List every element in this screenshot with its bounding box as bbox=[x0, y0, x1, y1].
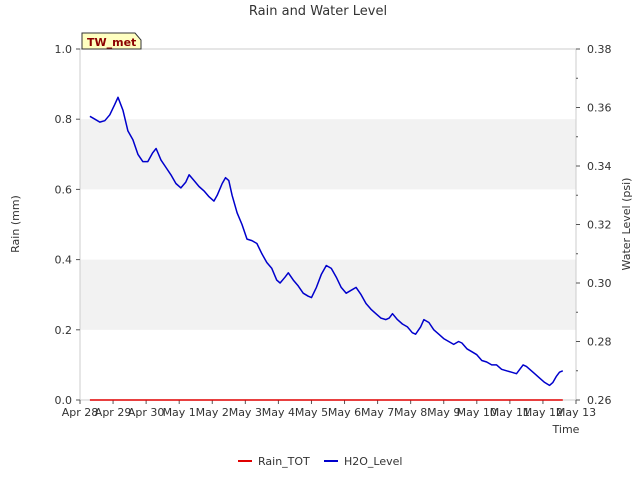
x-tick-label: Apr 30 bbox=[128, 406, 165, 419]
chart-title: Rain and Water Level bbox=[249, 4, 387, 19]
x-tick-label: May 9 bbox=[427, 406, 460, 419]
y-right-tick-label: 0.32 bbox=[587, 219, 612, 232]
shaded-bands bbox=[80, 119, 576, 330]
y-left-tick-label: 0.6 bbox=[55, 183, 73, 196]
x-tick-label: May 8 bbox=[394, 406, 427, 419]
shaded-band-1 bbox=[80, 119, 576, 190]
y-right-tick-label: 0.38 bbox=[587, 43, 612, 56]
y-axis-right: 0.26 0.28 0.30 0.32 0.34 0.36 0.38 bbox=[576, 43, 612, 407]
legend: Rain_TOT H2O_Level bbox=[238, 455, 402, 468]
y-axis-right-label: Water Level (psi) bbox=[620, 178, 633, 271]
y-axis-left: 0.0 0.2 0.4 0.6 0.8 1.0 bbox=[55, 43, 80, 407]
y-left-tick-label: 0.2 bbox=[55, 324, 73, 337]
y-axis-left-label: Rain (mm) bbox=[9, 195, 22, 253]
legend-label-rain: Rain_TOT bbox=[258, 455, 310, 468]
x-tick-label: May 13 bbox=[556, 406, 596, 419]
y-right-tick-label: 0.28 bbox=[587, 336, 612, 349]
series-group bbox=[89, 96, 564, 401]
y-left-tick-label: 0.4 bbox=[55, 254, 73, 267]
y-left-tick-label: 0.0 bbox=[55, 394, 73, 407]
x-tick-label: May 5 bbox=[295, 406, 328, 419]
shaded-band-0 bbox=[80, 259, 576, 330]
y-right-tick-label: 0.26 bbox=[587, 394, 612, 407]
y-right-tick-label: 0.30 bbox=[587, 277, 612, 290]
site-badge-label: TW_met bbox=[87, 36, 136, 49]
x-tick-label: Apr 28 bbox=[62, 406, 99, 419]
x-tick-label: May 1 bbox=[163, 406, 196, 419]
x-tick-label: May 7 bbox=[361, 406, 394, 419]
y-right-tick-label: 0.34 bbox=[587, 160, 612, 173]
y-left-tick-label: 1.0 bbox=[55, 43, 73, 56]
x-tick-label: May 3 bbox=[229, 406, 262, 419]
x-tick-label: May 4 bbox=[262, 406, 295, 419]
y-left-tick-label: 0.8 bbox=[55, 113, 73, 126]
x-tick-label: Apr 29 bbox=[95, 406, 132, 419]
x-tick-label: May 11 bbox=[490, 406, 530, 419]
y-right-tick-label: 0.36 bbox=[587, 102, 612, 115]
x-axis-label: Time bbox=[552, 423, 580, 436]
site-badge-box bbox=[81, 32, 142, 50]
site-badge: TW_met bbox=[81, 32, 142, 50]
x-tick-label: May 6 bbox=[328, 406, 361, 419]
legend-label-h2o: H2O_Level bbox=[344, 455, 402, 468]
x-tick-label: May 2 bbox=[196, 406, 229, 419]
x-tick-label: May 12 bbox=[523, 406, 563, 419]
plot-frame bbox=[79, 48, 577, 401]
h2o-level-line bbox=[89, 96, 564, 387]
x-tick-label: May 10 bbox=[457, 406, 497, 419]
